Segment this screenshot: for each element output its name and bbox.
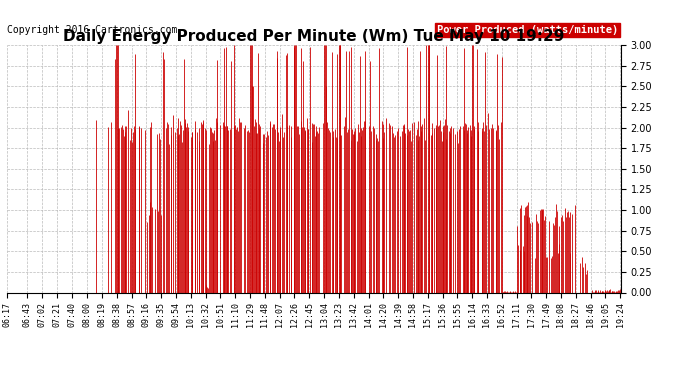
- Text: Copyright 2016 Cartronics.com: Copyright 2016 Cartronics.com: [7, 25, 177, 35]
- Text: Power Produced (watts/minute): Power Produced (watts/minute): [437, 25, 618, 35]
- Title: Daily Energy Produced Per Minute (Wm) Tue May 10 19:29: Daily Energy Produced Per Minute (Wm) Tu…: [63, 29, 564, 44]
